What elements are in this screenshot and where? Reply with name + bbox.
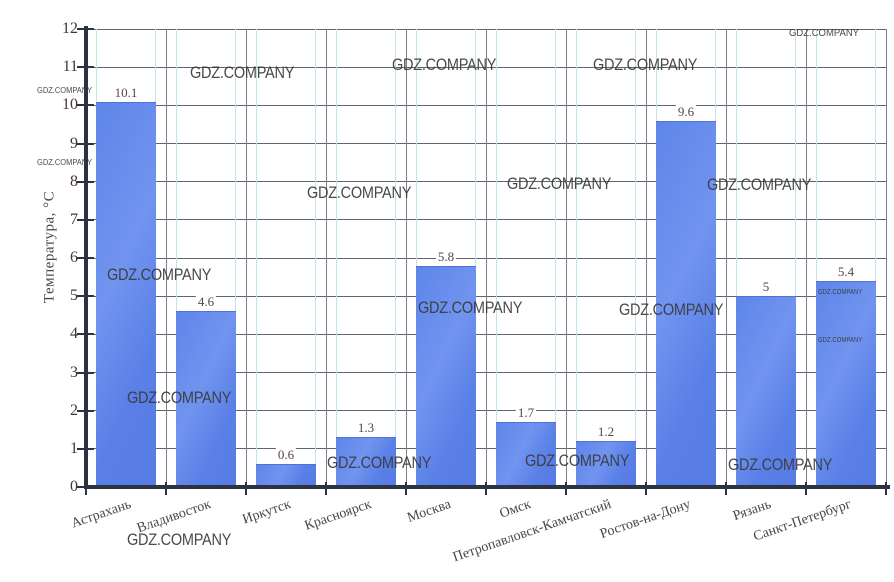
bar-1 <box>176 311 236 488</box>
x-gridline <box>166 29 167 487</box>
x-axis-line <box>84 485 890 489</box>
bar-edge-guide <box>475 29 476 487</box>
y-tick-label: 1 <box>70 439 78 457</box>
bar-edge-guide <box>635 29 636 487</box>
watermark: GDZ.COMPANY <box>127 389 232 407</box>
bar-edge-guide <box>336 29 337 487</box>
x-category-label: Рязань <box>730 497 773 524</box>
watermark: GDZ.COMPANY <box>418 299 523 317</box>
y-tick-label: 9 <box>70 134 78 152</box>
x-category-label: Омск <box>497 497 533 522</box>
y-axis-line <box>84 26 88 489</box>
bar-edge-guide <box>736 29 737 487</box>
bar-value-label: 5.8 <box>435 248 457 264</box>
watermark: GDZ.COMPANY <box>507 175 612 193</box>
x-category-label: Петропавловск-Камчатский <box>450 497 613 566</box>
y-tick-label: 12 <box>62 20 78 37</box>
bar-edge-guide <box>235 29 236 487</box>
x-category-label: Иркутск <box>240 497 293 528</box>
watermark: GDZ.COMPANY <box>107 266 212 284</box>
y-tick-label: 10 <box>62 96 78 114</box>
bar-9 <box>816 280 876 488</box>
bar-edge-guide <box>176 29 177 487</box>
bar-edge-guide <box>555 29 556 487</box>
watermark: GDZ.COMPANY <box>392 56 497 74</box>
y-tick-label: 4 <box>70 325 78 343</box>
bar-edge-guide <box>256 29 257 487</box>
x-gridline <box>726 29 727 487</box>
bar-8 <box>736 296 796 488</box>
bar-edge-guide <box>795 29 796 487</box>
bar-value-label: 1.2 <box>595 424 617 440</box>
bar-value-label: 4.6 <box>195 294 217 310</box>
watermark: GDZ.COMPANY <box>818 335 863 344</box>
bar-7 <box>656 120 716 488</box>
y-tick-label: 6 <box>70 249 78 266</box>
x-gridline <box>246 29 247 487</box>
bar-edge-guide <box>875 29 876 487</box>
watermark: GDZ.COMPANY <box>127 531 232 549</box>
watermark: GDZ.COMPANY <box>37 157 93 167</box>
x-gridline <box>486 29 487 487</box>
y-tick-label: 11 <box>62 58 78 76</box>
y-tick-label: 2 <box>70 401 78 419</box>
bar-value-label: 5 <box>760 279 772 295</box>
watermark: GDZ.COMPANY <box>307 184 412 202</box>
y-tick-label: 0 <box>70 478 78 495</box>
x-gridline <box>406 29 407 487</box>
bar-3 <box>336 437 396 488</box>
x-gridline <box>646 29 647 487</box>
bar-value-label: 5.4 <box>835 263 857 279</box>
bar-edge-guide <box>315 29 316 487</box>
bar-value-label: 1.7 <box>515 405 537 421</box>
bar-edge-guide <box>395 29 396 487</box>
watermark: GDZ.COMPANY <box>525 452 630 470</box>
bar-6 <box>576 441 636 488</box>
y-tick-label: 8 <box>70 172 78 190</box>
y-tick-label: 5 <box>70 287 78 305</box>
watermark: GDZ.COMPANY <box>707 176 812 194</box>
watermark: GDZ.COMPANY <box>619 301 724 319</box>
bar-4 <box>416 265 476 488</box>
watermark: GDZ.COMPANY <box>818 287 863 296</box>
watermark: GDZ.COMPANY <box>190 64 295 82</box>
x-gridline <box>806 29 807 487</box>
watermark: GDZ.COMPANY <box>327 454 432 472</box>
x-category-label: Астрахань <box>69 497 133 532</box>
x-category-label: Ростов-на-Дону <box>598 497 693 542</box>
bar-5 <box>496 422 556 488</box>
y-tick-label: 7 <box>70 210 78 228</box>
bar-0 <box>96 101 156 488</box>
bar-value-label: 0.6 <box>275 447 297 463</box>
watermark: GDZ.COMPANY <box>593 56 698 74</box>
bar-value-label: 10.1 <box>112 84 140 100</box>
x-gridline <box>326 29 327 487</box>
x-gridline <box>566 29 567 487</box>
bar-value-label: 9.6 <box>675 103 697 119</box>
watermark: GDZ.COMPANY <box>37 85 93 95</box>
x-category-label: Красноярск <box>302 497 373 534</box>
bar-edge-guide <box>576 29 577 487</box>
bar-2 <box>256 464 316 488</box>
watermark: GDZ.COMPANY <box>789 28 860 39</box>
x-category-label: Москва <box>405 497 453 526</box>
bar-edge-guide <box>416 29 417 487</box>
watermark: GDZ.COMPANY <box>728 456 833 474</box>
y-tick-label: 3 <box>70 363 78 381</box>
bar-value-label: 1.3 <box>355 420 377 436</box>
x-gridline <box>886 29 887 487</box>
bar-edge-guide <box>816 29 817 487</box>
bar-edge-guide <box>496 29 497 487</box>
